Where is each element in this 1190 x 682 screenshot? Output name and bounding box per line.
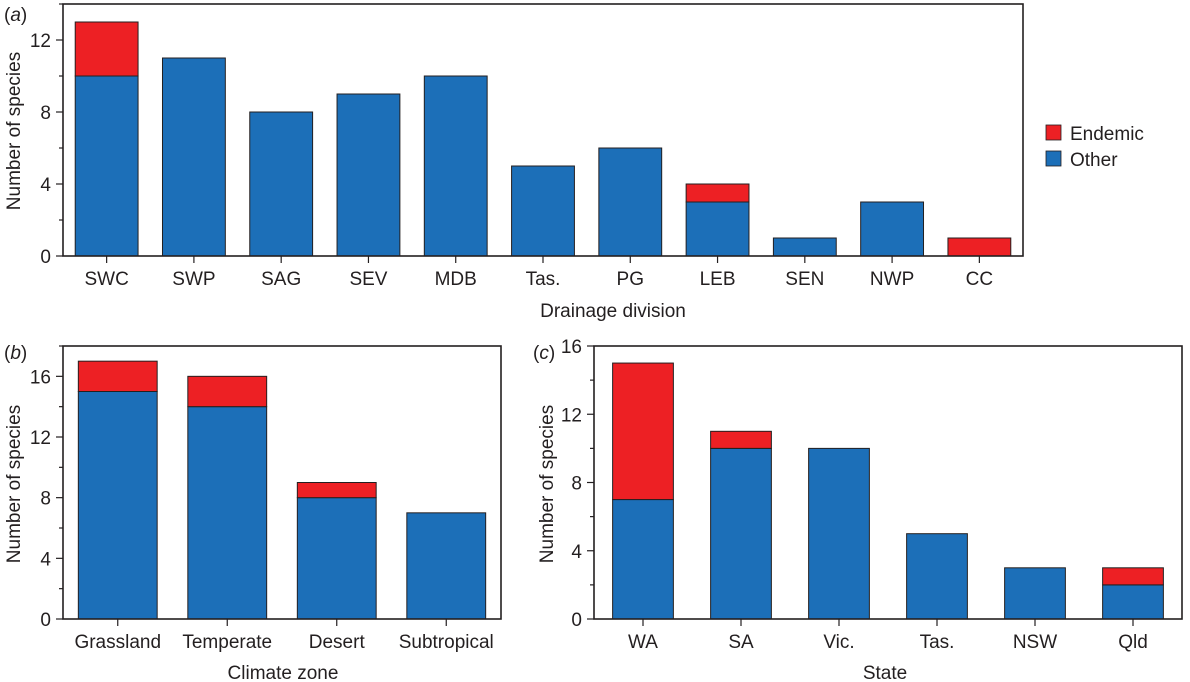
x-tick-label-c-3: Tas. [920, 632, 955, 653]
x-tick-label-b-0: Grassland [74, 632, 161, 653]
bar-a-other-8 [772, 237, 837, 257]
panel-c-y-axis-title: Number of species [537, 405, 558, 563]
bar-c-endemic-5 [1102, 567, 1164, 586]
x-tick-label-a-7: LEB [700, 269, 736, 290]
bar-b-other-3 [406, 512, 487, 620]
bar-a-endemic-7 [685, 183, 750, 203]
bar-a-endemic-10 [947, 237, 1012, 257]
bar-b-other-1 [187, 406, 268, 620]
plot-frame-a [62, 3, 1024, 257]
x-tick-label-c-5: Qld [1118, 632, 1148, 653]
x-tick-label-a-9: NWP [870, 269, 914, 290]
panel-c-label: (c) [533, 343, 555, 364]
y-tick-label-a-12: 12 [30, 31, 51, 52]
panel-c-axes: WA SA Vic. Tas. NSW Qld 0 4 8 12 16 [561, 337, 1183, 653]
panel-b: (b) Grassland Temperate Desert Subtropical 0… [4, 343, 502, 682]
bar-a-other-7 [685, 201, 750, 257]
y-tick-label-b-16: 16 [30, 367, 51, 388]
panel-a-letter: a [10, 5, 21, 26]
panel-b-label: (b) [4, 343, 27, 364]
bar-a-endemic-0 [74, 21, 139, 77]
panel-c-x-axis-title: State [863, 663, 907, 682]
y-tick-label-b-0: 0 [40, 610, 51, 631]
legend-other-label: Other [1070, 150, 1118, 171]
legend-endemic-label: Endemic [1070, 124, 1144, 145]
x-tick-label-a-2: SAG [261, 269, 301, 290]
bar-c-endemic-1 [710, 430, 772, 449]
bar-b-endemic-0 [77, 360, 158, 393]
x-tick-label-a-0: SWC [84, 269, 128, 290]
panel-b-letter: b [10, 343, 21, 364]
panel-c-bars [612, 362, 1164, 620]
panel-c: (c) WA SA Vic. Tas. NSW Qld 0 4 8 12 16 State Numb… [533, 337, 1183, 682]
legend-other-swatch [1045, 150, 1062, 167]
x-tick-label-c-4: NSW [1013, 632, 1057, 653]
x-tick-label-a-8: SEN [785, 269, 824, 290]
x-tick-label-a-3: SEV [349, 269, 387, 290]
plot-frame-c [593, 345, 1183, 620]
panel-a-label: (a) [4, 5, 27, 26]
x-tick-label-a-10: CC [966, 269, 993, 290]
bar-c-other-5 [1102, 584, 1164, 620]
y-tick-label-c-16: 16 [561, 337, 582, 358]
bar-c-other-1 [710, 447, 772, 620]
legend: Endemic Other [1045, 124, 1144, 171]
panel-a-x-axis-title: Drainage division [540, 301, 686, 322]
legend-endemic-swatch [1045, 124, 1062, 141]
bar-c-other-4 [1004, 567, 1066, 620]
x-tick-label-a-5: Tas. [526, 269, 561, 290]
bar-c-other-2 [808, 447, 870, 620]
bar-c-other-0 [612, 499, 674, 620]
x-tick-label-a-1: SWP [172, 269, 215, 290]
y-tick-label-b-8: 8 [40, 489, 51, 510]
bar-a-other-1 [161, 57, 226, 257]
bar-b-endemic-2 [296, 482, 377, 499]
panel-a: (a) SWC SWP SAG SEV MDB Tas. PG LEB SEN NWP CC 0 4 8 1… [4, 3, 1024, 322]
panel-c-letter: c [539, 343, 549, 364]
bar-a-other-4 [423, 75, 488, 257]
x-tick-label-c-0: WA [628, 632, 658, 653]
panel-a-axes: SWC SWP SAG SEV MDB Tas. PG LEB SEN NWP CC 0 4 8 12 [30, 3, 1024, 290]
x-tick-label-b-3: Subtropical [399, 632, 494, 653]
y-tick-label-c-8: 8 [571, 474, 582, 495]
x-tick-label-b-1: Temperate [182, 632, 272, 653]
bar-a-other-9 [860, 201, 925, 257]
bar-a-other-0 [74, 75, 139, 257]
bar-a-other-3 [336, 93, 401, 257]
y-tick-label-a-4: 4 [40, 175, 51, 196]
y-tick-label-b-4: 4 [40, 549, 51, 570]
y-tick-label-a-8: 8 [40, 103, 51, 124]
panel-b-y-axis-title: Number of species [4, 405, 25, 563]
x-tick-label-b-2: Desert [309, 632, 366, 653]
panel-a-y-axis-title: Number of species [4, 52, 25, 210]
x-tick-label-a-6: PG [617, 269, 644, 290]
x-tick-label-c-1: SA [728, 632, 754, 653]
bar-b-endemic-1 [187, 375, 268, 408]
y-tick-label-c-12: 12 [561, 405, 582, 426]
panel-a-bars [74, 21, 1012, 257]
x-tick-label-c-2: Vic. [823, 632, 854, 653]
panel-b-x-axis-title: Climate zone [228, 663, 339, 682]
bar-b-other-2 [296, 497, 377, 620]
bar-a-other-5 [511, 165, 575, 257]
x-tick-label-a-4: MDB [435, 269, 477, 290]
bar-a-other-6 [598, 147, 663, 257]
panel-b-axes: Grassland Temperate Desert Subtropical 0 4 8 12… [30, 345, 502, 653]
bar-a-other-2 [249, 111, 314, 257]
panel-b-bars [77, 360, 487, 620]
y-tick-label-c-4: 4 [571, 542, 582, 563]
bar-b-other-0 [77, 391, 158, 620]
y-tick-label-b-12: 12 [30, 428, 51, 449]
bar-c-endemic-0 [612, 362, 674, 501]
y-tick-label-a-0: 0 [40, 247, 51, 268]
y-tick-label-c-0: 0 [571, 610, 582, 631]
plot-frame-b [62, 345, 502, 620]
bar-c-other-3 [906, 533, 968, 620]
